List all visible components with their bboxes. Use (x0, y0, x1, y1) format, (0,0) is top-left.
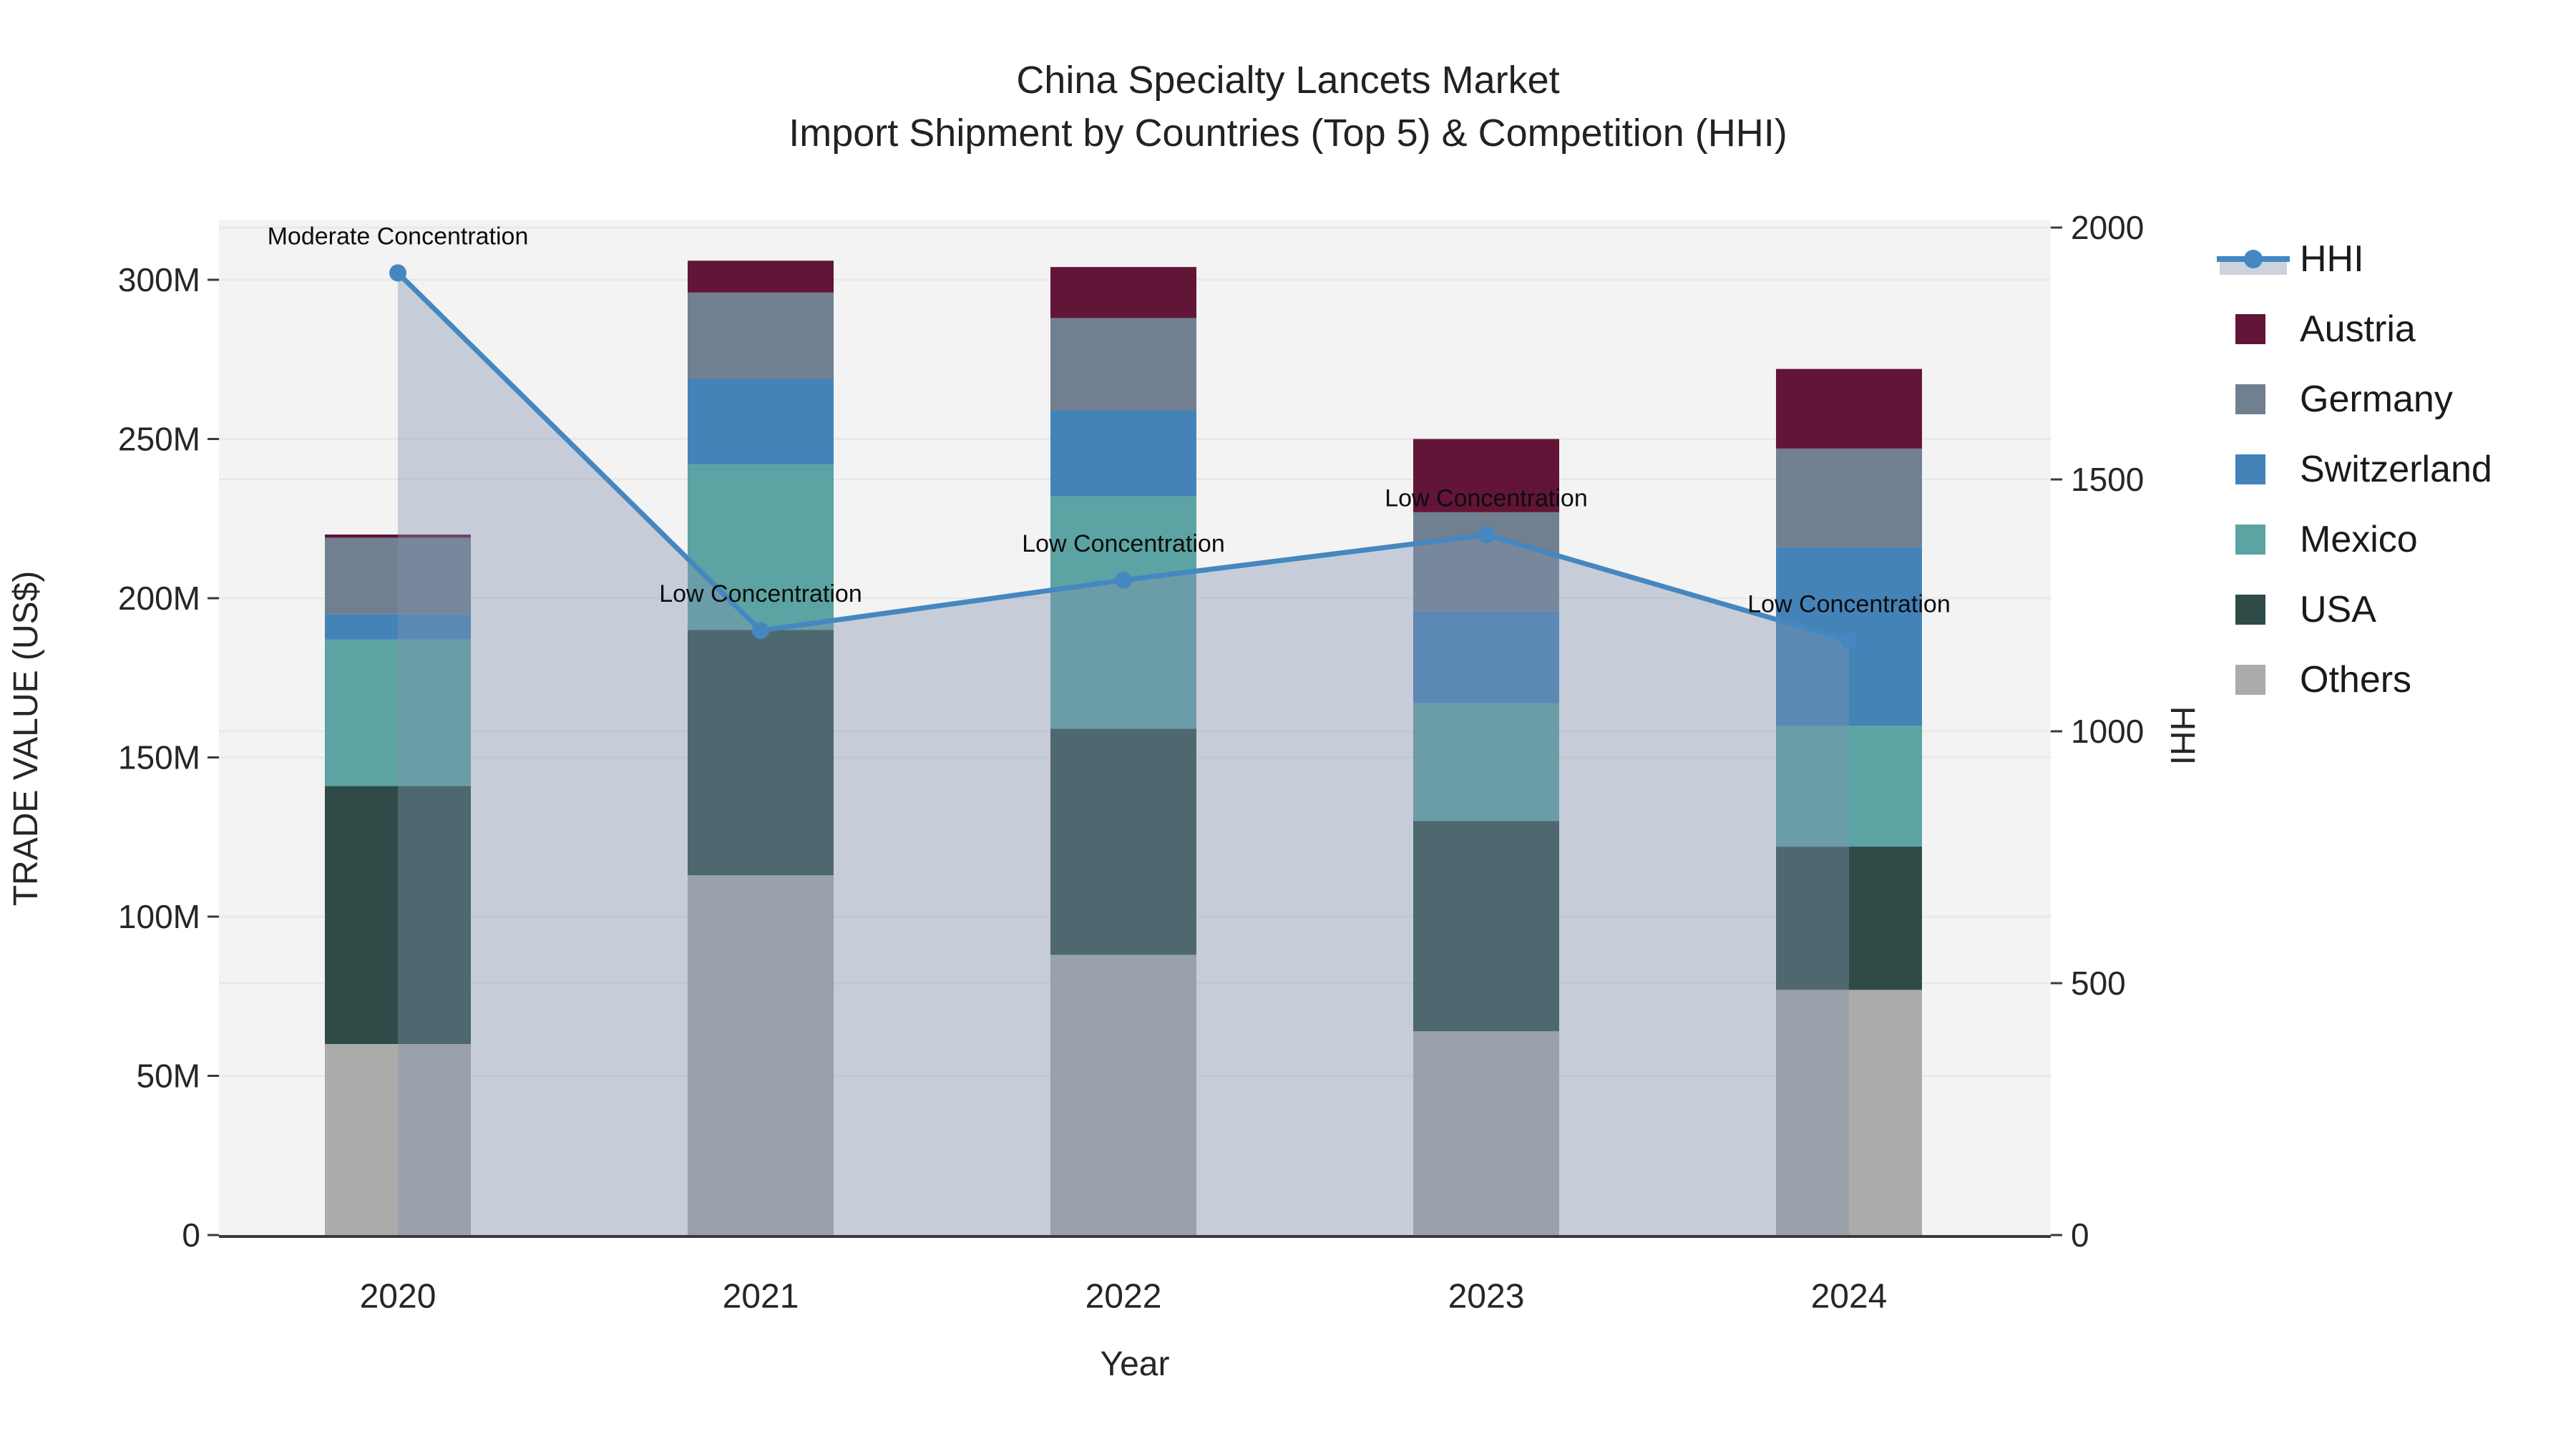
bar-segment-2023-USA (1413, 821, 1559, 1032)
y-right-tick-label-1500: 1500 (2071, 461, 2144, 498)
bar-segment-2024-Germany (1776, 448, 1922, 547)
y-left-tick-label-100M: 100M (118, 898, 200, 935)
bar-segment-2020-Switzerland (325, 614, 471, 640)
y-left-tick-label-150M: 150M (118, 739, 200, 776)
legend: HHI Austria Germany Switzerland Mexico USA Oth… (2217, 238, 2492, 701)
legend-label-USA: USA (2300, 589, 2376, 630)
y-left-tick-label-200M: 200M (118, 580, 200, 617)
legend-hhi-marker-swatch (2244, 250, 2263, 268)
bar-segment-2020-Austria (325, 535, 471, 538)
bar-segment-2021-Mexico (688, 464, 834, 630)
hhi-area-fill (398, 273, 1849, 1235)
bar-segment-2023-Others (1413, 1031, 1559, 1235)
hhi-point-2024 (1840, 632, 1858, 650)
x-tick-label-2021: 2021 (723, 1278, 799, 1316)
annotation-2021: Low Concentration (659, 580, 862, 608)
y-left-tick-label-250M: 250M (118, 421, 200, 458)
bar-segment-2023-Austria (1413, 439, 1559, 512)
y-right-axis-title: HHI (2163, 706, 2201, 766)
chart-title-line2: Import Shipment by Countries (Top 5) & C… (789, 112, 1787, 155)
y-left-tick-label-0: 0 (182, 1216, 200, 1254)
legend-swatch-USA (2235, 595, 2265, 625)
y-right-tick-label-500: 500 (2071, 965, 2126, 1002)
x-axis-title: Year (1101, 1345, 1170, 1383)
bar-segment-2021-Austria (688, 260, 834, 293)
x-tick-label-2022: 2022 (1085, 1278, 1162, 1316)
legend-label-Mexico: Mexico (2300, 519, 2418, 560)
y-right-tick-label-2000: 2000 (2071, 209, 2144, 246)
legend-item-Mexico[interactable]: Mexico (2235, 519, 2418, 560)
bar-segment-2021-Others (688, 875, 834, 1235)
legend-item-Austria[interactable]: Austria (2235, 308, 2416, 350)
x-tick-label-2024: 2024 (1811, 1278, 1888, 1316)
bar-segment-2020-Mexico (325, 639, 471, 786)
legend-item-Germany[interactable]: Germany (2235, 379, 2453, 420)
legend-swatch-Switzerland (2235, 454, 2265, 484)
hhi-area-fill-shape (398, 273, 1849, 1235)
hhi-point-2023 (1478, 526, 1495, 544)
hhi-point-2021 (752, 622, 769, 640)
bar-segment-2021-USA (688, 630, 834, 876)
y-left-tick-label-300M: 300M (118, 261, 200, 298)
bar-segment-2024-USA (1776, 847, 1922, 990)
y-right-tick-label-0: 0 (2071, 1216, 2089, 1254)
bar-segment-2022-USA (1050, 728, 1196, 955)
y-left-tick-label-50M: 50M (137, 1058, 200, 1095)
y-left-axis-title: TRADE VALUE (US$) (7, 571, 45, 907)
legend-label-Others: Others (2300, 659, 2411, 701)
annotation-2024: Low Concentration (1747, 590, 1951, 618)
bar-segment-2022-Austria (1050, 267, 1196, 318)
legend-item-HHI[interactable]: HHI (2217, 238, 2364, 280)
bar-segment-2020-Germany (325, 537, 471, 615)
bar-segment-2020-USA (325, 786, 471, 1044)
bar-segment-2024-Mexico (1776, 726, 1922, 847)
annotation-2023: Low Concentration (1385, 484, 1588, 512)
bar-segment-2024-Austria (1776, 369, 1922, 449)
legend-label-HHI: HHI (2300, 238, 2364, 280)
bar-segment-2023-Mexico (1413, 703, 1559, 821)
tick-labels: 0 50M 100M 150M 200M 250M 300M 0 500 1000 1500 2000… (118, 209, 2144, 1316)
bar-segment-2022-Others (1050, 955, 1196, 1235)
legend-swatch-Germany (2235, 384, 2265, 414)
legend-swatch-Austria (2235, 314, 2265, 344)
bar-segment-2022-Germany (1050, 318, 1196, 411)
legend-item-USA[interactable]: USA (2235, 589, 2376, 630)
legend-swatch-Mexico (2235, 525, 2265, 555)
bar-segment-2022-Mexico (1050, 496, 1196, 729)
legend-item-Switzerland[interactable]: Switzerland (2235, 449, 2492, 490)
x-tick-label-2020: 2020 (360, 1278, 436, 1316)
bar-segment-2023-Switzerland (1413, 610, 1559, 703)
y-right-tick-label-1000: 1000 (2071, 713, 2144, 750)
bar-segment-2024-Others (1776, 990, 1922, 1235)
axis-lines-and-ticks (208, 226, 2062, 1238)
bar-segment-2022-Switzerland (1050, 410, 1196, 497)
hhi-point-2020 (389, 264, 406, 282)
hhi-point-2022 (1115, 571, 1132, 589)
annotation-2020: Moderate Concentration (268, 223, 529, 250)
legend-label-Austria: Austria (2300, 308, 2416, 350)
legend-label-Switzerland: Switzerland (2300, 449, 2492, 490)
annotations: Moderate Concentration Low Concentration L… (268, 223, 1951, 618)
bar-segment-2020-Others (325, 1044, 471, 1235)
legend-item-Others[interactable]: Others (2235, 659, 2411, 701)
x-tick-label-2023: 2023 (1448, 1278, 1525, 1316)
stacked-bars (325, 260, 1922, 1235)
bar-segment-2021-Germany (688, 292, 834, 379)
bar-segment-2021-Switzerland (688, 378, 834, 465)
annotation-2022: Low Concentration (1022, 530, 1225, 557)
hhi-line-series (389, 264, 1858, 650)
legend-label-Germany: Germany (2300, 379, 2453, 420)
chart-title-line1: China Specialty Lancets Market (1016, 59, 1559, 102)
legend-swatch-Others (2235, 665, 2265, 695)
